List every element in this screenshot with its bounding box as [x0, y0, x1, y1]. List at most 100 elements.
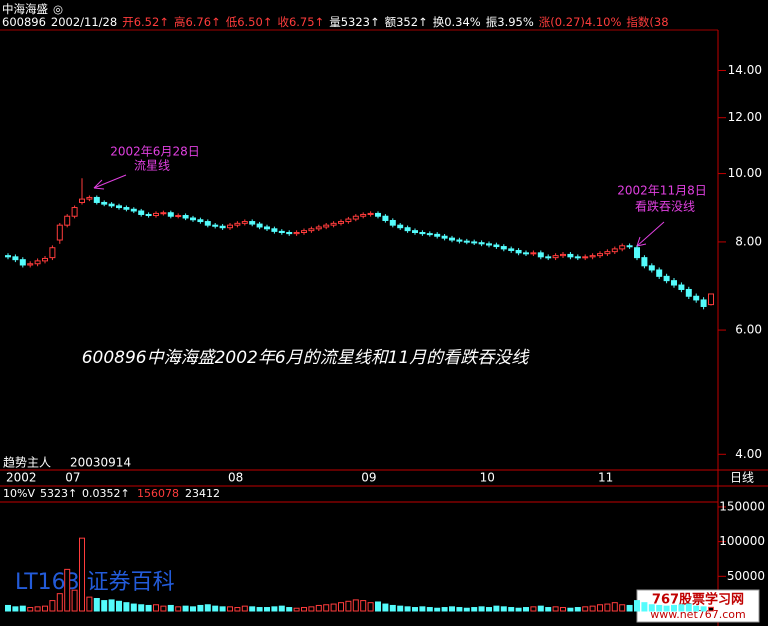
- icon: ◎: [53, 2, 64, 16]
- annotation-text: 2002年6月28日: [110, 145, 199, 159]
- quote: 收6.75↑: [277, 15, 325, 29]
- candle-body: [101, 201, 108, 205]
- volume-bar: [93, 598, 100, 612]
- period-label: 日线: [730, 471, 754, 485]
- volume-bar: [130, 603, 137, 612]
- volume-bar: [486, 607, 492, 612]
- volume-bar: [708, 606, 714, 612]
- volume-bar: [412, 607, 418, 612]
- candle-body: [693, 295, 700, 301]
- volume-bar: [626, 604, 633, 612]
- indicator-title: 趋势主人: [3, 456, 51, 470]
- volume-bar: [611, 602, 618, 612]
- candle-body: [560, 253, 566, 257]
- candle-body: [708, 293, 714, 306]
- volume-bar: [345, 600, 352, 612]
- candle-body: [345, 218, 352, 223]
- candle-body: [123, 207, 130, 210]
- candle-body: [463, 240, 470, 243]
- volume-bar: [227, 606, 233, 612]
- volume-bar: [34, 606, 41, 612]
- volume-bar: [404, 606, 411, 612]
- candle-body: [685, 288, 692, 297]
- volume-value: 5323↑: [40, 487, 77, 500]
- volume-bar: [167, 604, 174, 612]
- volume-bar: [589, 605, 596, 612]
- candle-body: [700, 299, 707, 307]
- volume-bar: [101, 600, 108, 612]
- candle-body: [12, 256, 19, 261]
- volume-tick-label: 50000: [727, 569, 765, 583]
- volume-bar: [301, 607, 307, 612]
- candle-body: [648, 265, 655, 271]
- candle-body: [175, 215, 182, 218]
- candle-body: [530, 252, 537, 255]
- candle-body: [256, 223, 263, 228]
- candle-body: [116, 205, 122, 209]
- volume-bar: [493, 605, 500, 612]
- candle-body: [79, 198, 85, 203]
- candle-body: [212, 224, 219, 227]
- candle-body: [552, 255, 559, 259]
- volume-bar: [671, 604, 677, 612]
- x-tick-label: 11: [598, 471, 613, 485]
- candle-body: [471, 241, 478, 244]
- stock-name: 中海海盛: [2, 2, 48, 16]
- annotation-text: 流星线: [134, 159, 170, 173]
- volume-bar: [79, 537, 85, 612]
- volume-bar: [308, 606, 315, 612]
- volume-ma: 156078: [137, 487, 179, 500]
- candle-body: [634, 247, 640, 259]
- volume-bar: [108, 599, 115, 612]
- candle-body: [404, 227, 411, 232]
- volume-bar: [27, 607, 34, 612]
- volume-bar: [500, 606, 507, 612]
- candle-body: [508, 248, 515, 251]
- volume-bar: [175, 606, 182, 612]
- candle-body: [219, 225, 226, 229]
- candle-body: [271, 228, 278, 232]
- volume-bar: [693, 605, 700, 612]
- volume-bar: [86, 596, 93, 612]
- volume-bar: [685, 603, 692, 612]
- volume-bar: [471, 607, 478, 612]
- volume-bar: [182, 605, 189, 612]
- watermark: 767股票学习网: [652, 592, 744, 608]
- volume-bar: [315, 604, 322, 612]
- volume-bar: [145, 604, 152, 612]
- candle-body: [19, 259, 26, 266]
- volume-bar: [278, 605, 285, 612]
- annotation-text: 2002年11月8日: [617, 184, 706, 198]
- volume-bar: [552, 606, 559, 612]
- candle-body: [182, 215, 189, 219]
- volume-bar: [5, 604, 11, 612]
- candle-body: [545, 256, 552, 259]
- volume-bar: [604, 603, 611, 612]
- annotation-arrow: [636, 221, 665, 247]
- volume-bar: [508, 607, 515, 612]
- volume-bar: [271, 606, 278, 612]
- y-tick-label: 4.00: [735, 447, 762, 461]
- candle-body: [523, 252, 529, 255]
- candle-body: [204, 221, 211, 226]
- volume-bar: [397, 605, 404, 612]
- y-tick-label: 6.00: [735, 323, 762, 337]
- volume-bar: [641, 602, 648, 612]
- volume-bar: [212, 605, 219, 612]
- volume-bar: [648, 604, 655, 612]
- candle-body: [27, 263, 34, 266]
- candle-body: [86, 196, 93, 200]
- volume-bar: [241, 605, 248, 612]
- candle-body: [138, 210, 145, 215]
- candle-body: [456, 239, 463, 242]
- candle-body: [678, 284, 685, 290]
- candle-body: [611, 248, 618, 253]
- volume-bar: [338, 602, 344, 612]
- candle-body: [567, 253, 574, 258]
- volume-bar: [449, 606, 455, 612]
- candle-body: [293, 231, 300, 235]
- quote: 额352↑: [384, 15, 428, 29]
- candle-body: [389, 219, 396, 226]
- annotation-text: 看跌吞没线: [635, 199, 695, 214]
